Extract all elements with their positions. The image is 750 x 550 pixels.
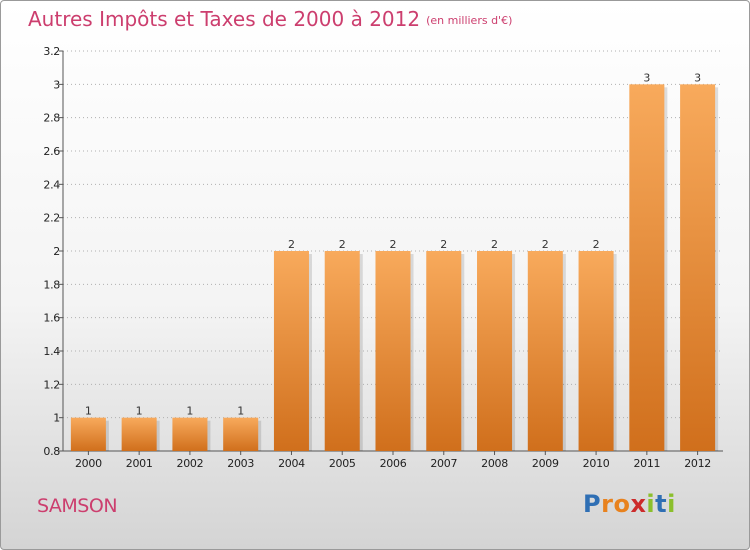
bar-2003 xyxy=(223,417,259,451)
y-tick-label: 3 xyxy=(53,78,60,91)
y-tick-label: 3.2 xyxy=(43,45,60,58)
logo-letter: i xyxy=(667,490,676,518)
y-tick-label: 1 xyxy=(53,412,60,425)
value-label-2001: 1 xyxy=(136,405,143,418)
bar-2007 xyxy=(426,251,462,451)
bar-2012 xyxy=(680,84,716,451)
logo-letter: P xyxy=(583,490,602,518)
bar-2010 xyxy=(578,251,614,451)
x-tick-label-2000: 2000 xyxy=(75,457,102,470)
bar-2009 xyxy=(527,251,563,451)
x-tick-label-2009: 2009 xyxy=(532,457,559,470)
x-tick-label-2008: 2008 xyxy=(481,457,508,470)
y-tick-label: 2.6 xyxy=(43,145,60,158)
chart-unit-label: (en milliers d'€) xyxy=(426,14,513,27)
commune-name: SAMSON xyxy=(37,495,118,517)
value-label-2008: 2 xyxy=(491,238,498,251)
value-label-2002: 1 xyxy=(186,405,193,418)
bar-2000 xyxy=(70,417,106,451)
y-tick-label: 0.8 xyxy=(43,445,60,458)
x-tick-label-2007: 2007 xyxy=(430,457,457,470)
y-tick-label: 2.2 xyxy=(43,212,60,225)
y-tick-label: 2.4 xyxy=(43,178,60,191)
bar-2011 xyxy=(629,84,665,451)
bar-2002 xyxy=(172,417,208,451)
y-tick-label: 1.4 xyxy=(43,345,60,358)
bars xyxy=(70,84,719,451)
y-tick-label: 2.8 xyxy=(43,112,60,125)
value-label-2009: 2 xyxy=(542,238,549,251)
x-tick-label-2006: 2006 xyxy=(380,457,407,470)
x-tick-label-2003: 2003 xyxy=(227,457,254,470)
bar-2008 xyxy=(477,251,513,451)
x-tick-label-2004: 2004 xyxy=(278,457,305,470)
value-label-2003: 1 xyxy=(237,405,244,418)
value-label-2011: 3 xyxy=(643,71,650,84)
x-tick-label-2001: 2001 xyxy=(126,457,153,470)
y-tick-label: 2 xyxy=(53,245,60,258)
logo-letter: x xyxy=(630,490,647,518)
logo-letter: r xyxy=(601,490,614,518)
bar-2004 xyxy=(273,251,309,451)
logo-letter: i xyxy=(646,490,656,518)
bar-2005 xyxy=(324,251,360,451)
y-tick-label: 1.6 xyxy=(43,312,60,325)
bar-2001 xyxy=(121,417,157,451)
chart-title: Autres Impôts et Taxes de 2000 à 2012 (en… xyxy=(28,7,512,31)
logo-letter: t xyxy=(655,490,668,518)
bar-2006 xyxy=(375,251,411,451)
x-tick-label-2005: 2005 xyxy=(329,457,356,470)
labels: 0.8 1 1.2 1.4 1.6 1.8 2 2.2 2.4 2.6 2.8 3 3.2 1 2000 1 2… xyxy=(43,45,711,470)
y-tick-label: 1.8 xyxy=(43,278,60,291)
value-label-2006: 2 xyxy=(390,238,397,251)
proxiti-logo: Proxiti xyxy=(583,490,676,518)
value-label-2010: 2 xyxy=(593,238,600,251)
x-tick-label-2002: 2002 xyxy=(177,457,204,470)
value-label-2012: 3 xyxy=(694,71,701,84)
chart-title-text: Autres Impôts et Taxes de 2000 à 2012 xyxy=(28,7,421,31)
y-tick-label: 1.2 xyxy=(43,378,60,391)
x-tick-label-2012: 2012 xyxy=(684,457,711,470)
value-label-2007: 2 xyxy=(440,238,447,251)
value-label-2000: 1 xyxy=(85,405,92,418)
x-tick-label-2011: 2011 xyxy=(633,457,660,470)
x-tick-label-2010: 2010 xyxy=(583,457,610,470)
value-label-2005: 2 xyxy=(339,238,346,251)
value-label-2004: 2 xyxy=(288,238,295,251)
logo-letter: o xyxy=(613,490,631,518)
